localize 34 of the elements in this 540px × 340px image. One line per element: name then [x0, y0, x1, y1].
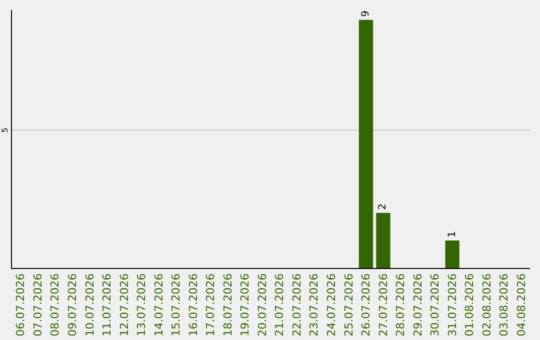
- data-label: 1: [446, 231, 458, 238]
- x-tick-label: 20.07.2026: [256, 273, 269, 336]
- x-tick-label: 29.07.2026: [411, 273, 424, 336]
- data-label: 2: [378, 203, 389, 210]
- x-tick-label: 21.07.2026: [273, 273, 286, 336]
- x-tick-label: 30.07.2026: [428, 273, 442, 336]
- x-tick-label: 10.07.2026: [83, 273, 96, 336]
- x-tick-label: 15.07.2026: [170, 273, 183, 336]
- x-tick-label: 12.07.2026: [118, 273, 131, 336]
- x-tick-label: 24.07.2026: [325, 273, 338, 336]
- x-tick-label: 04.08.2026: [514, 273, 528, 336]
- x-tick-label: 28.07.2026: [394, 273, 408, 336]
- x-tick-label: 09.07.2026: [66, 273, 80, 336]
- x-tick-label: 11.07.2026: [100, 273, 114, 336]
- x-tick-label: 17.07.2026: [204, 273, 218, 336]
- x-tick-label: 25.07.2026: [342, 273, 356, 336]
- x-tick-label: 07.07.2026: [31, 273, 44, 336]
- x-tick-label: 13.07.2026: [135, 273, 148, 336]
- ref-line-label: 5: [0, 128, 10, 133]
- x-tick-label: 14.07.2026: [152, 273, 166, 336]
- x-tick-label: 23.07.2026: [308, 273, 321, 336]
- x-tick-label: 27.07.2026: [376, 273, 390, 336]
- x-tick-label: 03.08.2026: [498, 273, 511, 336]
- x-tick-label: 22.07.2026: [290, 273, 304, 336]
- x-tick-label: 19.07.2026: [238, 273, 252, 336]
- x-tick-label: 06.07.2026: [14, 273, 28, 336]
- data-label: 9: [360, 10, 372, 17]
- x-tick-label: 16.07.2026: [186, 273, 200, 336]
- x-tick-label: 01.08.2026: [463, 273, 476, 336]
- x-tick-label: 18.07.2026: [221, 273, 234, 336]
- x-tick-label: 31.07.2026: [446, 273, 459, 336]
- x-tick-label: 26.07.2026: [360, 273, 373, 336]
- x-tick-label: 02.08.2026: [480, 273, 494, 336]
- x-tick-label: 08.07.2026: [48, 273, 62, 336]
